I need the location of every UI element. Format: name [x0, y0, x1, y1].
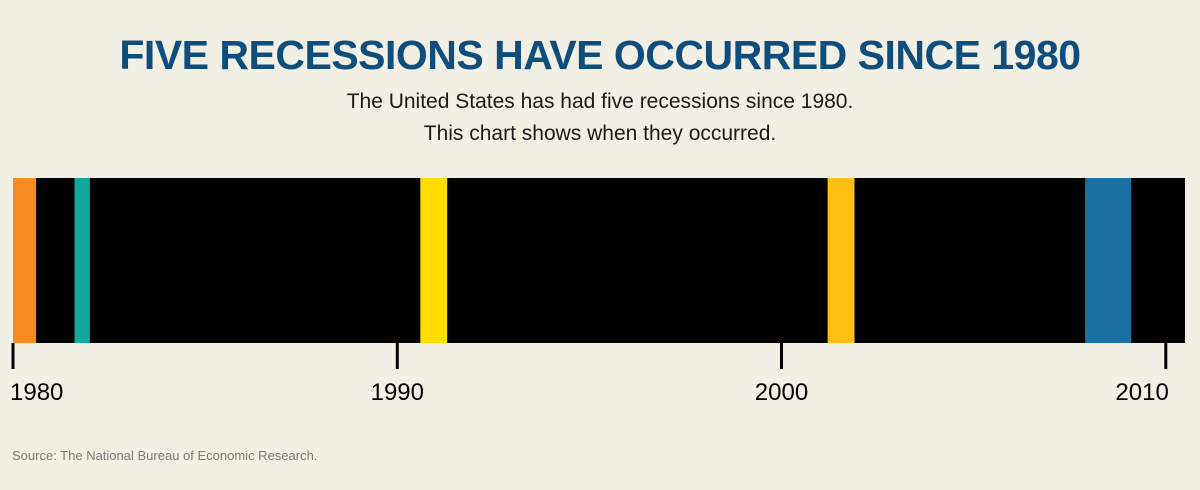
tick-label-1980: 1980: [10, 379, 63, 406]
tick-label-1990: 1990: [371, 379, 424, 406]
recession-band-1: [13, 178, 37, 343]
tick-mark-1980: [11, 343, 15, 369]
timeline-axis: 1980 1990 2000 2010: [10, 343, 1169, 406]
chart-subtitle-line-1: The United States has had five recession…: [346, 90, 854, 113]
tick-mark-1990: [395, 343, 399, 369]
tick-mark-2010: [1164, 343, 1168, 369]
recession-band-5: [1085, 178, 1132, 343]
recession-bands: [13, 178, 1132, 343]
recession-band-2: [74, 178, 90, 343]
timeline-background: [13, 178, 1185, 343]
recession-timeline-chart: 1980 1990 2000 2010: [10, 178, 1185, 406]
chart-subtitle-line-2: This chart shows when they occurred.: [423, 122, 777, 145]
chart-title: FIVE RECESSIONS HAVE OCCURRED SINCE 1980: [119, 32, 1081, 78]
tick-mark-2000: [780, 343, 783, 369]
source-note: Source: The National Bureau of Economic …: [12, 448, 318, 463]
tick-label-2000: 2000: [755, 379, 808, 406]
tick-label-2010: 2010: [1115, 379, 1168, 406]
recession-band-3: [420, 178, 448, 343]
recession-band-4: [827, 178, 855, 343]
